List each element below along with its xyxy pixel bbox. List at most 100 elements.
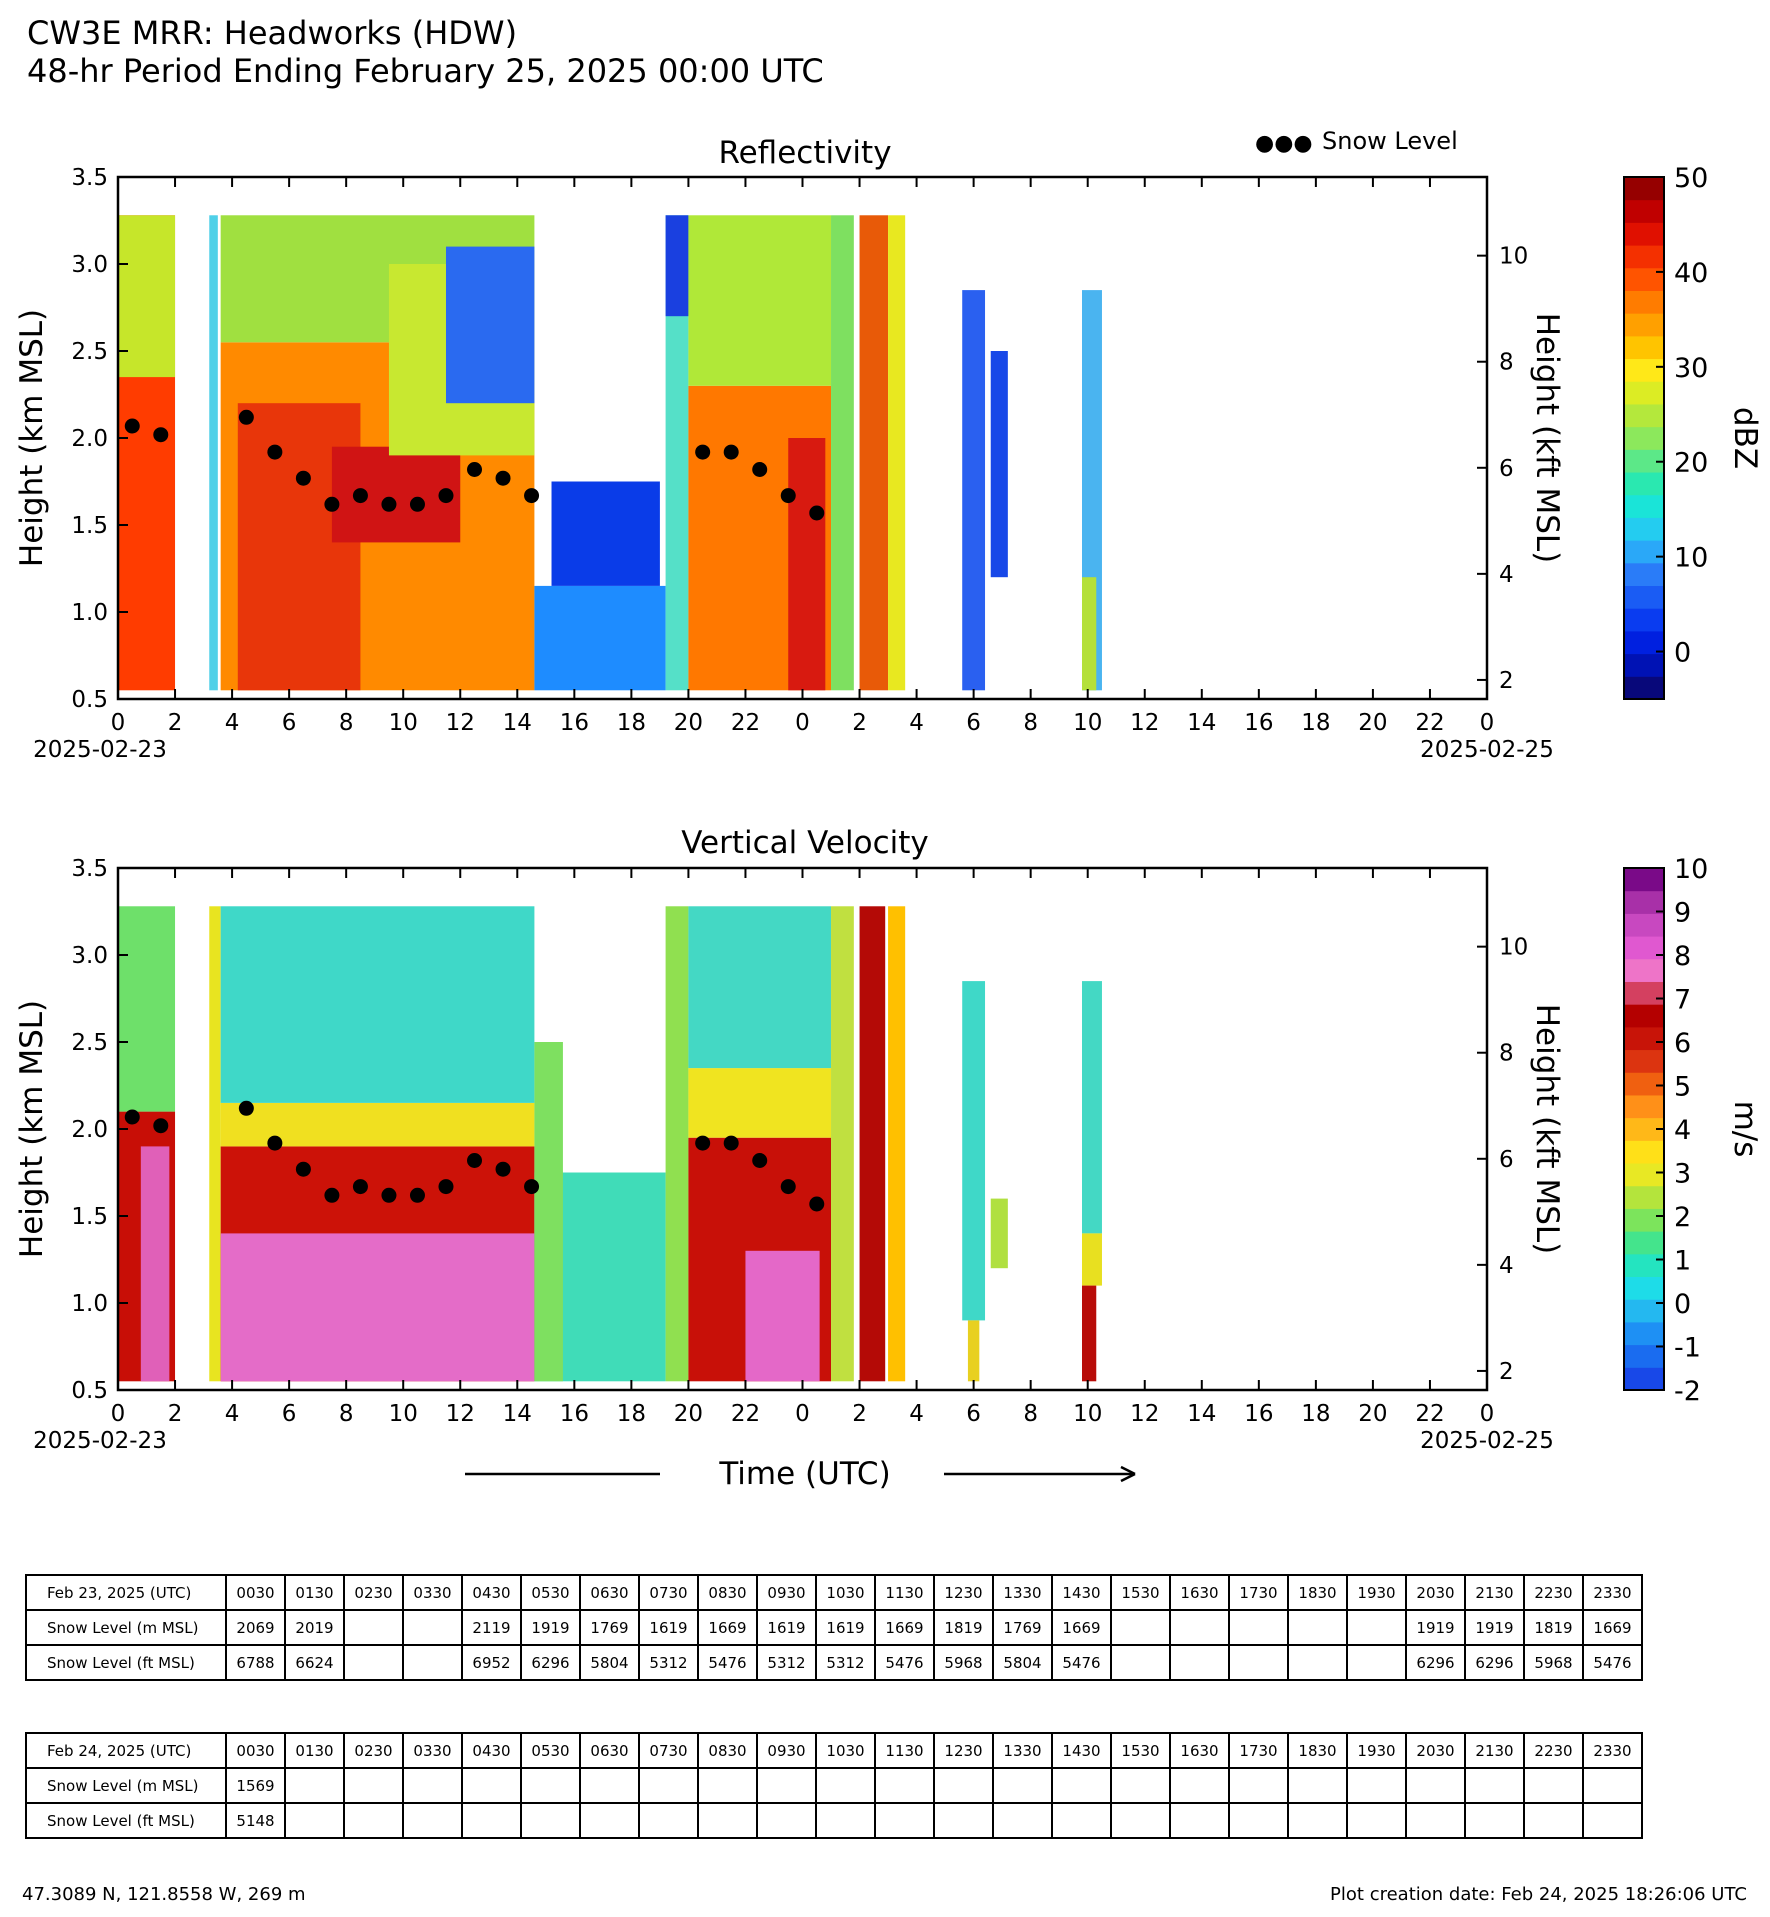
snow-level-point <box>409 496 425 512</box>
snow-level-point <box>295 1161 311 1177</box>
table-cell: 1230 <box>933 1732 994 1769</box>
mrr-figure: Reflectivity 0 2 4 6 8 10 12 14 16 18 20 22 0 2 4 6 8 10 1… <box>14 127 1763 1492</box>
snow-level-point <box>153 1118 169 1134</box>
colorbar-segment <box>1624 676 1664 700</box>
table-cell <box>343 1802 404 1839</box>
table-cell: 1669 <box>697 1609 758 1646</box>
colorbar-segment <box>1624 890 1664 914</box>
colorbar-tick-label: 10 <box>1674 854 1708 885</box>
figure-title-line2: 48-hr Period Ending February 25, 2025 00… <box>27 52 824 90</box>
field-cell <box>209 906 221 1382</box>
snow-level-point <box>352 488 368 504</box>
snow-level-point <box>809 1196 825 1212</box>
table-cell: 1619 <box>756 1609 817 1646</box>
table-cell <box>1523 1767 1584 1804</box>
table-cell: 0830 <box>697 1574 758 1611</box>
reflectivity-field <box>118 215 1102 691</box>
y-right-axis-label: Height (kft MSL) <box>1529 1004 1565 1255</box>
x-tick-label: 6 <box>282 1401 297 1427</box>
time-axis-label: Time (UTC) <box>465 1456 1136 1492</box>
x-tick-label: 6 <box>282 710 297 736</box>
y-tick-label: 0.5 <box>71 687 108 713</box>
colorbar-segment <box>1624 199 1664 223</box>
x-tick-label: 6 <box>966 1401 981 1427</box>
colorbar-segment <box>1624 540 1664 564</box>
table-cell: 2030 <box>1405 1574 1466 1611</box>
table-cell <box>1523 1802 1584 1839</box>
table-cell <box>1582 1802 1643 1839</box>
table-cell <box>1110 1609 1171 1646</box>
colorbar-tick-label: 50 <box>1674 163 1708 194</box>
table-cell: 5968 <box>1523 1644 1584 1681</box>
x-tick-label: 22 <box>731 710 760 736</box>
colorbar-segment <box>1624 472 1664 496</box>
row-label: Feb 23, 2025 (UTC) <box>25 1574 227 1611</box>
colorbar-segment <box>1624 585 1664 609</box>
colorbar-segment <box>1624 517 1664 541</box>
x-tick-label: 4 <box>909 1401 924 1427</box>
table-row: Snow Level (ft MSL) 6788 6624 6952 6296 5804 5… <box>25 1644 1643 1681</box>
table-cell <box>1169 1802 1230 1839</box>
table-cell: 0730 <box>638 1732 699 1769</box>
x-tick-label: 22 <box>731 1401 760 1427</box>
table-cell <box>1228 1609 1289 1646</box>
table-cell: 1330 <box>992 1574 1053 1611</box>
snow-level-point <box>238 409 254 425</box>
y-tick-label: 1.0 <box>71 1291 108 1317</box>
colorbar-segment <box>1624 936 1664 960</box>
table-cell <box>1346 1802 1407 1839</box>
x-tick-label: 12 <box>446 710 475 736</box>
dbz-colorbar: 50 40 30 20 10 0 dBZ <box>1623 163 1763 700</box>
table-cell <box>461 1802 522 1839</box>
x-tick-label: 14 <box>1187 710 1216 736</box>
x-tick-label: 22 <box>1415 1401 1444 1427</box>
table-cell: 1769 <box>579 1609 640 1646</box>
colorbar-tick-label: 5 <box>1674 1072 1691 1103</box>
field-cell <box>688 215 832 386</box>
velocity-field <box>118 906 1102 1382</box>
snow-level-point <box>324 496 340 512</box>
table-cell: 5476 <box>1582 1644 1643 1681</box>
y-right-tick-label: 8 <box>1499 350 1514 376</box>
x-tick-label: 0 <box>1480 1401 1495 1427</box>
colorbar-segment <box>1624 981 1664 1005</box>
row-label: Snow Level (ft MSL) <box>25 1802 227 1839</box>
table-cell <box>284 1802 345 1839</box>
field-cell <box>990 1198 1008 1269</box>
colorbar-segment <box>1624 1140 1664 1164</box>
colorbar-segment <box>1624 1344 1664 1368</box>
colorbar-tick-label: 8 <box>1674 941 1691 972</box>
table-cell: 2019 <box>284 1609 345 1646</box>
table-cell: 0230 <box>343 1732 404 1769</box>
table-cell <box>1051 1767 1112 1804</box>
table-cell <box>1169 1767 1230 1804</box>
table-cell <box>874 1767 935 1804</box>
field-cell <box>1082 1233 1102 1286</box>
table-cell: 1530 <box>1110 1732 1171 1769</box>
field-cell <box>534 1042 563 1382</box>
table-cell: 6296 <box>1405 1644 1466 1681</box>
table-cell: 1330 <box>992 1732 1053 1769</box>
table-row: Snow Level (m MSL) 1569 <box>25 1767 1643 1804</box>
x-tick-label: 18 <box>617 1401 646 1427</box>
reflectivity-title: Reflectivity <box>718 135 891 171</box>
date-end-label: 2025-02-25 <box>1420 737 1554 763</box>
y-right-tick-label: 6 <box>1499 1147 1514 1173</box>
colorbar-segment <box>1624 313 1664 337</box>
x-tick-label: 4 <box>909 710 924 736</box>
y-tick-label: 2.5 <box>71 339 108 365</box>
y-tick-label: 1.5 <box>71 1204 108 1230</box>
table-cell: 1919 <box>520 1609 581 1646</box>
table-cell <box>1228 1644 1289 1681</box>
field-cell <box>1082 981 1102 1234</box>
y-right-tick-label: 2 <box>1499 668 1514 694</box>
snow-level-point <box>124 418 140 434</box>
x-tick-label: 16 <box>1244 710 1273 736</box>
table-cell <box>815 1767 876 1804</box>
table-cell <box>1287 1767 1348 1804</box>
table-cell: 5312 <box>638 1644 699 1681</box>
table-cell <box>1287 1802 1348 1839</box>
y-tick-label: 2.5 <box>71 1030 108 1056</box>
colorbar-segment <box>1624 913 1664 937</box>
table-cell: 0130 <box>284 1732 345 1769</box>
